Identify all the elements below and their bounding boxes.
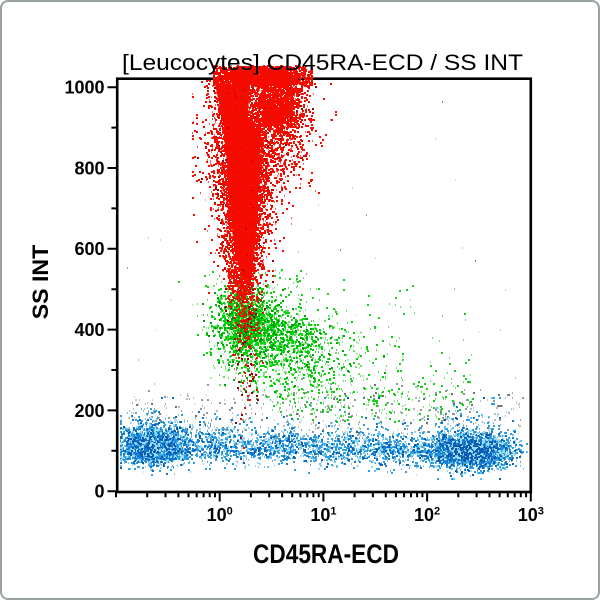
svg-text:0: 0 (94, 482, 104, 502)
svg-text:102: 102 (414, 505, 440, 525)
svg-text:CD45RA-ECD: CD45RA-ECD (253, 539, 399, 569)
svg-text:SS INT: SS INT (28, 244, 53, 319)
svg-text:1000: 1000 (64, 78, 104, 98)
svg-text:103: 103 (518, 505, 544, 525)
svg-text:800: 800 (74, 158, 104, 178)
svg-text:600: 600 (74, 239, 104, 259)
svg-text:400: 400 (74, 320, 104, 340)
svg-text:200: 200 (74, 401, 104, 421)
svg-text:101: 101 (310, 505, 336, 525)
svg-text:100: 100 (207, 505, 233, 525)
svg-text:[Leucocytes] CD45RA-ECD / SS I: [Leucocytes] CD45RA-ECD / SS INT (122, 50, 523, 75)
